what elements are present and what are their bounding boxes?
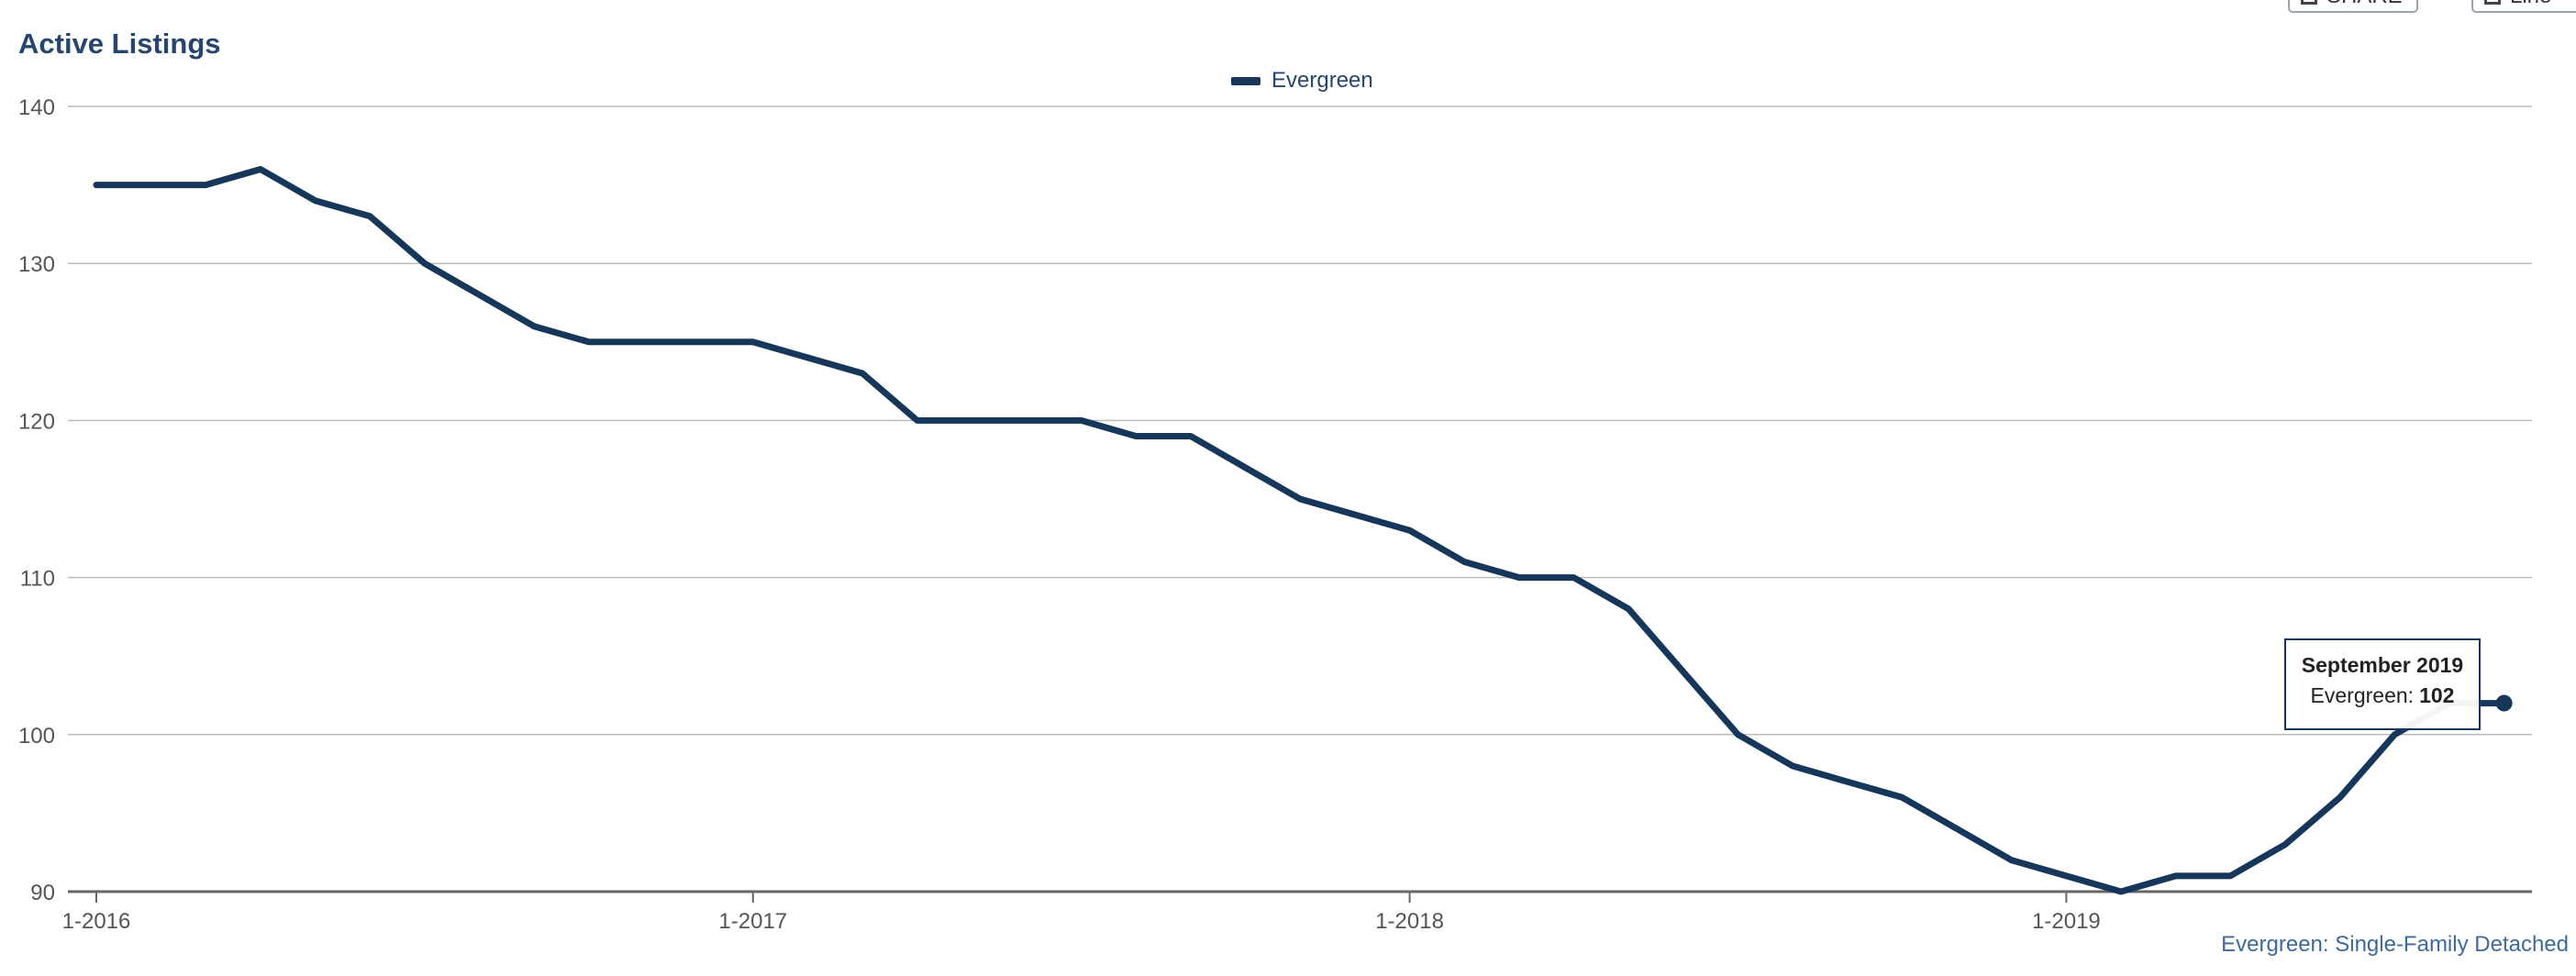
legend-swatch — [1231, 76, 1260, 85]
line-chart-icon — [2484, 0, 2501, 5]
x-axis: 1-2016 1-2017 1-2018 1-2019 — [62, 890, 2532, 934]
y-axis: 90 100 110 120 130 140 — [18, 95, 55, 905]
tooltip-value: 102 — [2419, 683, 2455, 707]
y-tick-label: 120 — [18, 409, 55, 434]
chart-type-button[interactable]: Line — [2471, 0, 2576, 13]
tooltip-series: Evergreen: — [2310, 683, 2415, 707]
x-tick-label: 1-2016 — [62, 909, 131, 934]
y-tick-label: 140 — [18, 95, 55, 120]
series-evergreen — [93, 166, 2513, 895]
share-button[interactable]: SHARE — [2288, 0, 2418, 13]
tooltip-date: September 2019 — [2301, 653, 2464, 677]
share-icon — [2301, 0, 2317, 5]
legend-label: Evergreen — [1271, 68, 1373, 93]
chart-legend[interactable]: Evergreen — [1231, 68, 1373, 94]
y-tick-label: 100 — [18, 724, 55, 749]
chart-title: Active Listings — [18, 28, 221, 60]
share-button-label: SHARE — [2326, 0, 2403, 9]
y-tick-label: 130 — [18, 252, 55, 277]
chart-type-label: Line — [2510, 0, 2551, 9]
x-tick-label: 1-2019 — [2032, 909, 2101, 934]
hover-tooltip: September 2019 Evergreen: 102 — [2284, 638, 2481, 730]
hover-point-marker — [2495, 694, 2513, 712]
source-note: Evergreen: Single-Family Detached — [2221, 932, 2569, 957]
series-line — [93, 166, 2508, 895]
y-tick-label: 110 — [20, 567, 55, 592]
x-tick-label: 1-2017 — [718, 909, 787, 934]
y-tick-label: 90 — [30, 881, 55, 905]
x-tick-label: 1-2018 — [1375, 909, 1444, 934]
chart-grid — [68, 105, 2532, 736]
